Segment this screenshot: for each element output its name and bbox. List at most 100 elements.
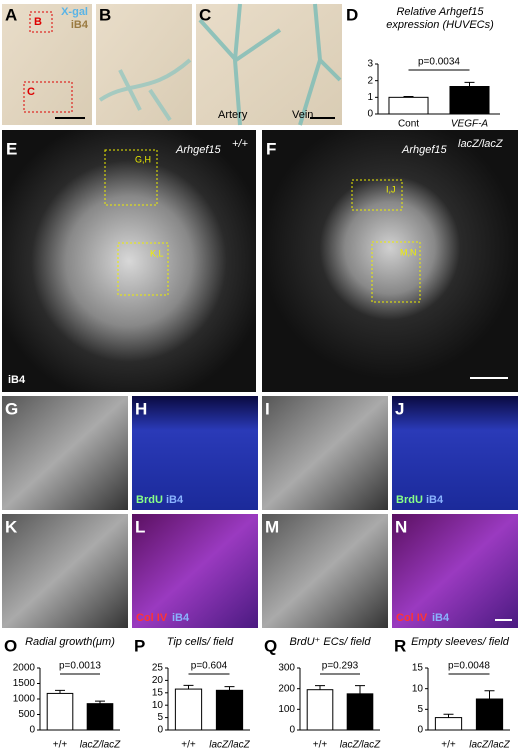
panel-letter: G (5, 399, 18, 418)
image-i (262, 396, 388, 510)
x-tick-label: VEGF-A (451, 119, 489, 130)
image-a (2, 4, 92, 125)
bar (434, 717, 463, 731)
bar (449, 86, 490, 115)
stain-label: iB4 (426, 494, 444, 506)
panel-letter: R (394, 636, 406, 655)
roi-box (29, 11, 53, 33)
box-label: I,J (386, 184, 396, 194)
y-tick-label: 15 (412, 663, 424, 674)
y-tick-label: 1000 (13, 694, 36, 705)
stain-label: BrdU (136, 494, 163, 506)
chart-title: Radial growth(μm) (25, 636, 115, 648)
y-tick-label: 15 (152, 687, 164, 698)
p-value: p=0.0034 (418, 57, 460, 68)
panel-letter: E (6, 139, 17, 158)
error-bar (355, 685, 365, 694)
x-tick-label: Cont (398, 119, 419, 130)
y-tick-label: 25 (152, 663, 164, 674)
x-tick-label: lacZ/lacZ (80, 740, 121, 751)
y-tick-label: 2000 (13, 663, 36, 674)
genotype-superscript: +/+ (232, 138, 248, 150)
panel-letter: J (395, 399, 404, 418)
panel-letter: I (265, 399, 270, 418)
genotype-superscript: lacZ/lacZ (458, 138, 504, 150)
stain-label: Col IV (396, 612, 428, 624)
y-tick-label: 0 (417, 725, 423, 736)
panel-letter: Q (264, 636, 277, 655)
error-bar (443, 713, 454, 718)
bar (215, 689, 244, 731)
y-tick-label: 10 (152, 700, 164, 711)
roi-box (371, 241, 421, 303)
y-tick-label: 0 (29, 725, 35, 736)
stain-label: Col IV (136, 612, 168, 624)
x-tick-label: +/+ (441, 740, 456, 751)
panel-letter: K (5, 517, 18, 536)
error-bar (183, 684, 194, 690)
panel-letter: O (4, 636, 17, 655)
vessel-label: Artery (218, 109, 248, 121)
bar (388, 96, 429, 115)
y-tick-label: 3 (367, 59, 373, 70)
y-tick-label: 1 (367, 92, 373, 103)
chart-title: Relative Arhgef15 (396, 6, 484, 18)
stain-label: iB4 (71, 19, 89, 31)
panel-letter: D (346, 5, 358, 24)
box-label: C (27, 86, 35, 98)
x-tick-label: lacZ/lacZ (469, 740, 510, 751)
panel-letter: B (99, 5, 111, 24)
image-j (392, 396, 518, 510)
image-n (392, 514, 518, 628)
y-tick-label: 0 (367, 109, 373, 120)
roi-box (104, 149, 158, 206)
chart-title: Tip cells/ field (167, 636, 234, 648)
panel-letter: L (135, 517, 145, 536)
error-bar (464, 81, 475, 87)
vessel (98, 58, 192, 122)
error-bar (315, 685, 325, 690)
y-tick-label: 1500 (13, 678, 36, 689)
panel-letter: N (395, 517, 407, 536)
p-value: p=0.604 (191, 661, 228, 672)
p-value: p=0.0013 (59, 661, 101, 672)
bar (306, 689, 334, 731)
image-g (2, 396, 128, 510)
panel-letter: C (199, 5, 211, 24)
genotype-gene: Arhgef15 (401, 144, 448, 156)
error-bar (403, 96, 414, 98)
y-tick-label: 5 (157, 712, 163, 723)
image-e (2, 130, 256, 392)
vessel-label: Vein (292, 109, 313, 121)
panel-letter: H (135, 399, 147, 418)
error-bar (484, 690, 495, 699)
bar (86, 703, 114, 731)
y-tick-label: 10 (412, 683, 424, 694)
bar (174, 688, 203, 731)
y-tick-label: 100 (278, 704, 295, 715)
genotype-gene: Arhgef15 (175, 144, 222, 156)
stain-label: X-gal (61, 6, 88, 18)
p-value: p=0.293 (322, 661, 359, 672)
roi-box (117, 242, 169, 296)
stain-label: iB4 (172, 612, 190, 624)
chart-title: expression (HUVECs) (386, 19, 494, 31)
x-tick-label: +/+ (313, 740, 328, 751)
error-bar (95, 700, 105, 704)
x-tick-label: +/+ (53, 740, 68, 751)
stain-label: iB4 (8, 374, 26, 386)
error-bar (55, 689, 65, 694)
y-tick-label: 5 (417, 704, 423, 715)
x-tick-label: +/+ (181, 740, 196, 751)
bar (475, 698, 504, 731)
box-label: B (34, 16, 42, 28)
y-tick-label: 2 (367, 75, 373, 86)
stain-label: BrdU (396, 494, 423, 506)
bar (346, 693, 374, 731)
error-bar (224, 686, 235, 691)
roi-box (23, 81, 73, 113)
y-tick-label: 500 (18, 709, 35, 720)
panel-letter: A (5, 5, 17, 24)
image-k (2, 514, 128, 628)
